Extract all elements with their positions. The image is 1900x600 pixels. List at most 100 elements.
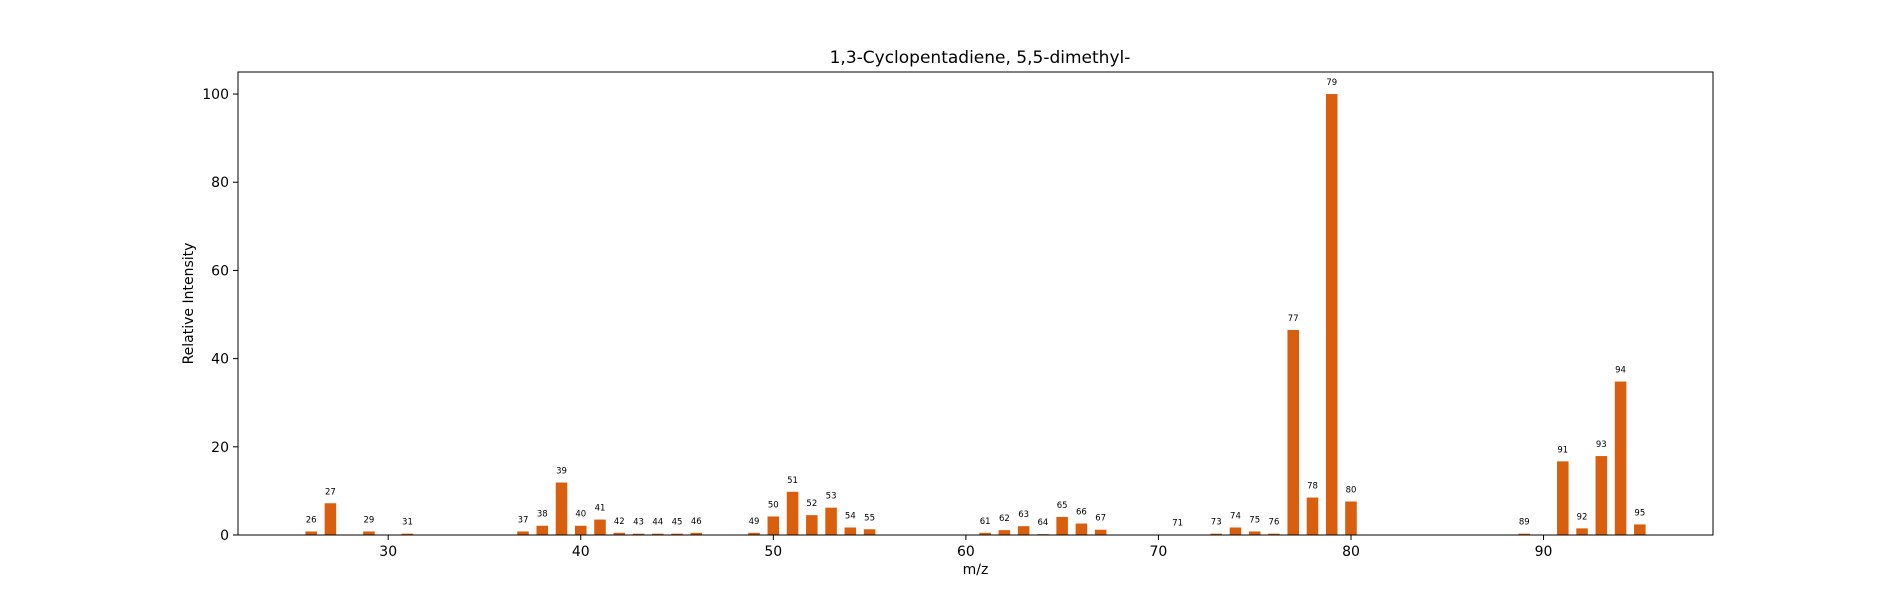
- x-axis-title: m/z: [963, 562, 989, 578]
- bar-label-mz-75: 75: [1249, 515, 1260, 525]
- bar-label-mz-89: 89: [1519, 518, 1530, 528]
- bar-mz-38: [536, 525, 549, 535]
- bar-label-mz-42: 42: [614, 517, 625, 527]
- bar-label-mz-78: 78: [1307, 482, 1318, 492]
- bar-mz-49: [748, 532, 760, 535]
- bar-label-mz-67: 67: [1095, 514, 1106, 524]
- bar-label-mz-66: 66: [1076, 508, 1087, 518]
- bar-mz-74: [1229, 527, 1242, 535]
- bar-mz-67: [1094, 529, 1107, 535]
- bar-mz-79: [1325, 94, 1338, 536]
- bar-label-mz-76: 76: [1269, 518, 1280, 528]
- bar-mz-95: [1634, 524, 1646, 535]
- bar-mz-46: [690, 532, 703, 535]
- bar-label-mz-38: 38: [537, 510, 548, 520]
- bar-label-mz-63: 63: [1018, 510, 1029, 520]
- bar-mz-78: [1306, 497, 1319, 535]
- bar-mz-55: [863, 529, 876, 535]
- bar-label-mz-53: 53: [826, 492, 837, 502]
- bar-mz-62: [998, 530, 1011, 535]
- x-tick-label: 60: [957, 544, 975, 560]
- bar-label-mz-26: 26: [306, 515, 317, 525]
- y-tick-label: 100: [202, 87, 229, 103]
- bar-mz-76: [1268, 533, 1280, 535]
- bar-label-mz-54: 54: [845, 512, 856, 522]
- bar-mz-66: [1075, 523, 1088, 535]
- x-axis-ticks: 30 40 50 60 70 80 90: [379, 535, 1552, 560]
- bars-group: [305, 94, 1646, 536]
- bar-label-mz-92: 92: [1577, 512, 1588, 522]
- bar-label-mz-43: 43: [633, 518, 644, 528]
- bar-label-mz-73: 73: [1211, 518, 1222, 528]
- bar-mz-54: [844, 527, 857, 535]
- bar-mz-93: [1595, 456, 1608, 535]
- y-tick-label: 80: [211, 175, 229, 191]
- bar-label-mz-64: 64: [1037, 518, 1048, 528]
- x-tick-label: 30: [379, 544, 397, 560]
- x-tick-label: 90: [1535, 544, 1553, 560]
- y-axis-ticks: 0 20 40 60 80 100: [202, 87, 238, 544]
- bar-label-mz-91: 91: [1557, 445, 1568, 455]
- bar-mz-89: [1518, 533, 1531, 535]
- bar-mz-94: [1614, 381, 1627, 535]
- y-tick-label: 40: [211, 352, 229, 368]
- bar-mz-42: [613, 532, 626, 535]
- x-tick-label: 70: [1150, 544, 1168, 560]
- y-tick-label: 0: [220, 528, 229, 544]
- bar-label-mz-74: 74: [1230, 512, 1241, 522]
- bar-mz-52: [806, 515, 818, 535]
- bar-label-mz-50: 50: [768, 500, 779, 510]
- bar-mz-37: [517, 531, 529, 535]
- bar-mz-27: [324, 503, 337, 535]
- bar-label-mz-80: 80: [1346, 485, 1357, 495]
- bar-mz-45: [671, 533, 683, 535]
- bar-label-mz-40: 40: [575, 510, 586, 520]
- bar-label-mz-39: 39: [556, 467, 567, 477]
- y-axis-title: Relative Intensity: [181, 243, 197, 365]
- bar-mz-31: [401, 533, 414, 535]
- bar-label-mz-49: 49: [749, 517, 760, 527]
- bar-mz-80: [1345, 501, 1357, 535]
- y-tick-label: 20: [211, 440, 229, 456]
- x-tick-label: 80: [1342, 544, 1360, 560]
- bar-label-mz-37: 37: [518, 515, 529, 525]
- bar-label-mz-46: 46: [691, 517, 702, 527]
- bar-label-mz-62: 62: [999, 514, 1010, 524]
- bar-mz-73: [1210, 533, 1222, 535]
- bar-label-mz-44: 44: [652, 518, 663, 528]
- bar-label-mz-31: 31: [402, 518, 413, 528]
- bar-label-mz-27: 27: [325, 487, 336, 497]
- y-tick-label: 60: [211, 263, 229, 279]
- bar-label-mz-79: 79: [1326, 78, 1337, 88]
- bar-mz-40: [574, 525, 587, 535]
- x-tick-label: 40: [572, 544, 590, 560]
- bar-label-mz-45: 45: [672, 518, 683, 528]
- bar-mz-53: [825, 507, 837, 535]
- bar-label-mz-77: 77: [1288, 314, 1299, 324]
- bar-label-mz-65: 65: [1057, 501, 1068, 511]
- bar-mz-41: [594, 519, 606, 535]
- bar-mz-44: [652, 533, 664, 535]
- bar-label-mz-94: 94: [1615, 366, 1626, 376]
- bar-mz-51: [786, 491, 799, 535]
- bar-label-mz-95: 95: [1634, 508, 1645, 518]
- bar-label-mz-52: 52: [806, 499, 817, 509]
- plot-frame: [237, 71, 1714, 536]
- bar-mz-63: [1017, 526, 1030, 535]
- bar-label-mz-93: 93: [1596, 440, 1607, 450]
- bar-mz-92: [1576, 528, 1588, 535]
- bar-label-mz-61: 61: [980, 517, 991, 527]
- x-tick-label: 50: [764, 544, 782, 560]
- bar-label-mz-51: 51: [787, 476, 798, 486]
- bar-mz-77: [1287, 329, 1299, 535]
- bar-labels-group: 26 27 29 31 37 38 39 40 41 42 43 44 45 46 49 50 51 52 53 54…: [306, 78, 1645, 529]
- bar-label-mz-55: 55: [864, 513, 875, 523]
- chart-title: 1,3-Cyclopentadiene, 5,5-dimethyl-: [830, 48, 1131, 68]
- bar-mz-50: [767, 516, 780, 535]
- bar-label-mz-71: 71: [1172, 519, 1183, 529]
- bar-mz-91: [1557, 461, 1569, 535]
- bar-mz-65: [1056, 516, 1068, 535]
- bar-mz-26: [305, 531, 317, 535]
- bar-mz-61: [979, 532, 991, 535]
